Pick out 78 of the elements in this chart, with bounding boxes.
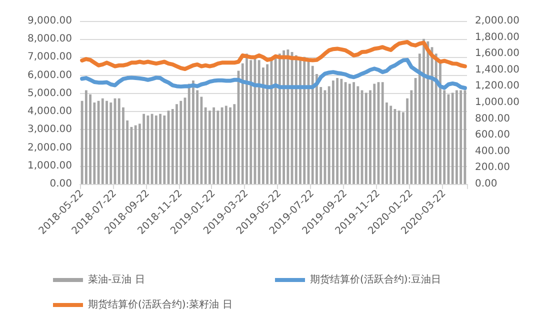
y2-tick-label: 1,400.00	[475, 64, 520, 76]
bar	[352, 82, 355, 184]
y2-tick-label: 1,000.00	[475, 97, 520, 108]
bar	[390, 106, 392, 184]
bar	[258, 60, 260, 184]
bar	[84, 90, 88, 184]
bar	[460, 90, 462, 184]
bar	[422, 38, 425, 184]
bar	[311, 66, 314, 184]
bar	[89, 94, 92, 184]
bar	[410, 90, 413, 184]
bar	[434, 54, 438, 184]
bar	[451, 92, 454, 184]
y2-tick-label: 600.00	[475, 130, 510, 141]
bar	[274, 56, 277, 184]
bar	[246, 54, 248, 184]
bar	[303, 56, 306, 184]
bar	[464, 90, 466, 184]
bar	[134, 125, 137, 184]
y-tick-label: 1,000.00	[27, 160, 72, 172]
bar	[180, 100, 182, 184]
bar	[364, 92, 368, 184]
bar	[294, 55, 298, 184]
y-tick-label: 2,000.00	[27, 142, 72, 154]
y-tick-label: 6,000.00	[27, 70, 72, 81]
bar	[373, 84, 376, 184]
legend-label: 期货结算价(活跃合约):菜籽油 日	[88, 298, 232, 310]
bar	[224, 106, 228, 184]
legend-label: 菜油-豆油 日	[88, 274, 145, 286]
y2-tick-label: 400.00	[475, 146, 510, 157]
y2-tick-label: 800.00	[475, 113, 510, 124]
y2-tick-label: 1,800.00	[475, 32, 520, 43]
y2-tick-label: 200.00	[475, 162, 510, 174]
y-tick-label: 7,000.00	[27, 52, 72, 63]
bar	[282, 50, 285, 184]
y-tick-label: 0.00	[50, 178, 72, 190]
y-tick-label: 4,000.00	[27, 106, 72, 118]
bar	[106, 100, 108, 184]
bar	[278, 54, 281, 184]
bar	[118, 98, 120, 184]
bar	[340, 78, 343, 184]
bar	[426, 41, 430, 184]
bar	[216, 110, 220, 184]
bar	[270, 60, 273, 184]
bar	[348, 84, 351, 184]
bar	[266, 64, 269, 184]
y-tick-label: 3,000.00	[27, 124, 72, 136]
bar	[163, 116, 166, 184]
bar	[229, 107, 232, 184]
y2-tick-label: 2,000.00	[475, 16, 520, 26]
bar	[398, 110, 400, 184]
line-series	[80, 40, 467, 71]
bar	[192, 80, 194, 184]
bar	[176, 104, 178, 184]
bar	[356, 86, 360, 184]
bar	[212, 107, 216, 184]
line-series	[80, 58, 467, 90]
y-tick-label: 9,000.00	[27, 16, 72, 26]
y2-tick-label: 0.00	[475, 178, 498, 190]
bar	[456, 90, 458, 184]
legend-label: 期货结算价(活跃合约):豆油日	[310, 274, 442, 286]
bar	[101, 98, 104, 184]
y-tick-label: 8,000.00	[27, 34, 72, 45]
y2-tick-label: 1,600.00	[475, 48, 520, 60]
bar	[336, 78, 339, 184]
bar	[110, 102, 112, 184]
bar	[286, 50, 290, 184]
bar	[159, 114, 162, 184]
bar	[233, 104, 236, 184]
bar	[204, 107, 207, 184]
y2-tick-label: 1,200.00	[475, 80, 520, 92]
bar	[381, 82, 384, 184]
bar	[332, 80, 334, 184]
bar	[146, 116, 150, 184]
bar	[142, 114, 146, 184]
bar	[208, 110, 211, 184]
bar	[154, 116, 158, 184]
y-tick-label: 5,000.00	[27, 88, 72, 99]
